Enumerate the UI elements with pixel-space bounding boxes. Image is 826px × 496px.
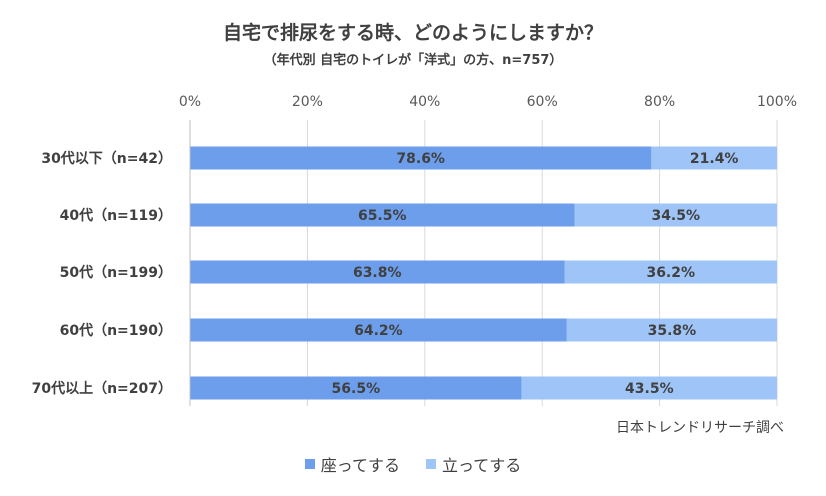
bar-sitting: [190, 376, 522, 400]
x-tick-label: 80%: [644, 94, 675, 110]
legend: 座ってする 立ってする: [0, 452, 826, 476]
bar-standing: [574, 203, 777, 227]
x-tick-label: 0%: [179, 94, 201, 110]
category-label: 50代（n=199）: [60, 264, 172, 281]
legend-item-sitting: 座ってする: [304, 452, 400, 476]
legend-label-sitting: 座ってする: [320, 456, 400, 475]
category-label: 40代（n=119）: [60, 207, 172, 224]
x-tick-label: 20%: [292, 94, 323, 110]
data-label: 36.2%: [646, 265, 695, 281]
bar-sitting: [190, 146, 652, 170]
bar-standing: [566, 318, 777, 342]
legend-item-standing: 立ってする: [426, 452, 521, 476]
data-label: 35.8%: [648, 323, 697, 339]
chart-title: 自宅で排尿をする時、どのようにしますか？: [222, 22, 603, 44]
data-label: 63.8%: [353, 265, 402, 281]
category-label: 60代（n=190）: [60, 322, 172, 339]
x-tick-label: 100%: [757, 94, 797, 110]
x-tick-label: 60%: [527, 94, 558, 110]
category-label: 70代以上（n=207）: [32, 380, 172, 397]
bar-standing: [521, 376, 777, 400]
source-note: 日本トレンドリサーチ調べ: [616, 420, 784, 436]
data-label: 65.5%: [358, 208, 407, 224]
bar-standing: [651, 146, 777, 170]
data-label: 34.5%: [651, 208, 700, 224]
data-label: 43.5%: [625, 381, 674, 397]
legend-label-standing: 立ってする: [442, 456, 522, 475]
chart-subtitle: （年代別 自宅のトイレが「洋式」の方、n=757）: [263, 53, 563, 68]
legend-swatch-standing: [426, 459, 436, 469]
data-label: 56.5%: [332, 381, 381, 397]
bar-sitting: [190, 318, 567, 342]
data-label: 64.2%: [354, 323, 403, 339]
bar-sitting: [190, 260, 565, 284]
bar-standing: [564, 260, 777, 284]
legend-swatch-sitting: [304, 459, 315, 469]
bar-sitting: [190, 203, 575, 227]
x-tick-label: 40%: [409, 94, 440, 110]
category-label: 30代以下（n=42）: [41, 150, 172, 167]
data-label: 21.4%: [690, 151, 739, 167]
data-label: 78.6%: [396, 151, 445, 167]
